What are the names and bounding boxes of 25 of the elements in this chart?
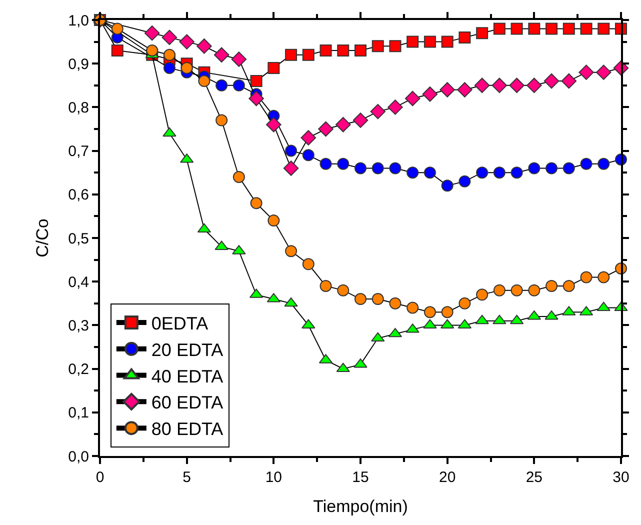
x-tick-label: 20 xyxy=(438,469,456,486)
legend-label: 80 EDTA xyxy=(151,419,224,440)
y-tick-label: 0,8 xyxy=(68,99,89,116)
y-tick-label: 0,6 xyxy=(68,186,89,204)
legend-label: 0EDTA xyxy=(151,314,208,334)
y-tick-label: 0,7 xyxy=(68,143,89,160)
x-tick-label: 15 xyxy=(352,469,369,486)
y-tick-label: 0,2 xyxy=(68,361,89,378)
x-tick-label: 25 xyxy=(526,469,543,486)
x-tick-label: 0 xyxy=(96,469,104,486)
y-tick-label: 0,1 xyxy=(68,404,89,422)
y-tick-label: 1,0 xyxy=(68,12,89,30)
x-tick-label: 10 xyxy=(265,469,282,486)
legend-label: 40 EDTA xyxy=(151,366,224,386)
y-axis-title: C/Co xyxy=(33,218,52,258)
y-tick-label: 0,3 xyxy=(68,317,89,334)
y-tick-label: 0,4 xyxy=(68,274,89,291)
y-tick-label: 0,9 xyxy=(68,56,89,73)
x-tick-label: 30 xyxy=(612,469,630,486)
legend-label: 20 EDTA xyxy=(151,340,224,360)
y-tick-label: 0,5 xyxy=(68,230,89,248)
x-tick-label: 5 xyxy=(182,469,191,486)
legend-label: 60 EDTA xyxy=(151,392,224,413)
x-axis-title: Tiempo(min) xyxy=(313,496,408,516)
y-tick-label: 0,0 xyxy=(68,448,89,466)
